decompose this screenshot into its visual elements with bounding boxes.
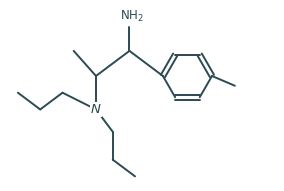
Text: N: N <box>91 103 101 116</box>
Text: NH$_2$: NH$_2$ <box>120 9 144 24</box>
